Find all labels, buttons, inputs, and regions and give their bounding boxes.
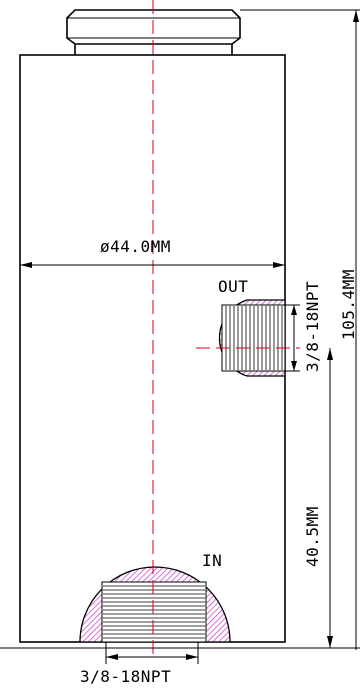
port-height-dimension: [327, 348, 333, 648]
top-cap: [66, 9, 360, 55]
outlet-thread-label: 3/8-18NPT: [303, 281, 322, 372]
inlet-thread-label: 3/8-18NPT: [80, 667, 171, 686]
port-height-label: 40.5MM: [303, 506, 322, 567]
diameter-dimension: [20, 262, 285, 268]
overall-height-label: 105.4MM: [339, 269, 358, 340]
overall-height-dimension: [353, 10, 359, 650]
diameter-label: ø44.0MM: [100, 237, 171, 256]
outlet-port: [218, 299, 285, 377]
inlet-label: IN: [202, 551, 222, 570]
inlet-port: [79, 566, 231, 642]
inlet-thread-dimension: [105, 642, 199, 664]
outlet-thread-lines: [225, 306, 283, 370]
outlet-thread-dimension: [285, 304, 300, 372]
outlet-label: OUT: [218, 277, 248, 296]
inlet-thread-lines: [103, 585, 205, 639]
